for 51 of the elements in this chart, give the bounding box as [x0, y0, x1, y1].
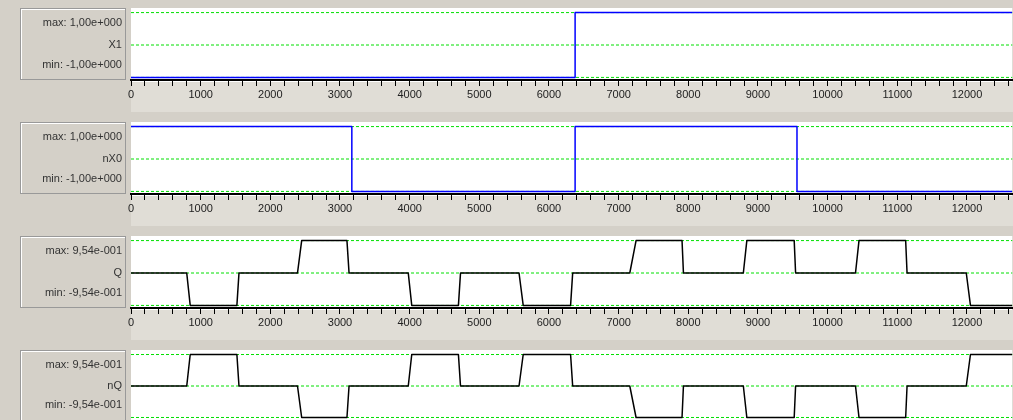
x-tick-label: 9000 — [745, 87, 771, 100]
x-tick-label: 8000 — [676, 315, 701, 328]
text: max: 1,00e+000 — [42, 16, 122, 29]
y-axis-title: nQ — [107, 379, 123, 392]
x-tick-label: 0 — [127, 87, 135, 100]
text: max: 1,00e+000 — [42, 130, 122, 143]
x-tick-label: 8000 — [676, 87, 701, 100]
x-tick-label: 6000 — [536, 201, 562, 214]
x-tick-label: 5000 — [467, 201, 492, 214]
x-tick-label: 12000 — [951, 201, 983, 214]
x-tick-label: 2000 — [258, 201, 283, 214]
x-tick-label: 4000 — [397, 315, 422, 328]
x-tick-label: 0 — [127, 315, 135, 328]
x-tick-label: 3000 — [327, 201, 353, 214]
y-axis-title: X1 — [108, 38, 122, 51]
x-tick-label: 9000 — [745, 315, 771, 328]
x-tick-label: 12000 — [951, 315, 983, 328]
text: min: -9,54e-001 — [44, 398, 122, 411]
y-axis-title: nX0 — [102, 152, 122, 165]
x-tick-label: 2000 — [258, 87, 283, 100]
x-tick-label: 6000 — [536, 87, 562, 100]
x-tick-label: 4000 — [397, 87, 422, 100]
x-tick-label: 7000 — [606, 201, 631, 214]
x-tick-label: 1000 — [188, 315, 213, 328]
text: max: 9,54e-001 — [45, 358, 122, 371]
x-tick-label: 6000 — [536, 315, 562, 328]
x-tick-label: 11000 — [882, 315, 913, 328]
y-axis-title: Q — [113, 266, 123, 279]
text: min: -1,00e+000 — [42, 58, 122, 71]
x-tick-label: 5000 — [467, 315, 492, 328]
x-tick-label: 9000 — [745, 201, 771, 214]
x-tick-label: 7000 — [606, 315, 631, 328]
x-tick-label: 5000 — [467, 87, 492, 100]
x-tick-label: 10000 — [812, 201, 843, 214]
x-tick-label: 2000 — [258, 315, 283, 328]
text: min: -9,54e-001 — [44, 286, 122, 299]
x-tick-label: 1000 — [188, 87, 213, 100]
x-tick-label: 11000 — [882, 87, 913, 100]
x-tick-label: 7000 — [606, 87, 631, 100]
x-tick-label: 1000 — [188, 201, 213, 214]
text: max: 9,54e-001 — [45, 244, 122, 257]
x-tick-label: 11000 — [882, 201, 913, 214]
text: min: -1,00e+000 — [42, 172, 122, 185]
x-tick-label: 10000 — [812, 87, 843, 100]
x-tick-label: 4000 — [397, 201, 422, 214]
x-tick-label: 3000 — [327, 315, 353, 328]
x-tick-label: 12000 — [951, 87, 983, 100]
x-tick-label: 10000 — [812, 315, 843, 328]
x-tick-label: 8000 — [676, 201, 701, 214]
x-tick-label: 0 — [127, 201, 135, 214]
x-tick-label: 3000 — [327, 87, 353, 100]
